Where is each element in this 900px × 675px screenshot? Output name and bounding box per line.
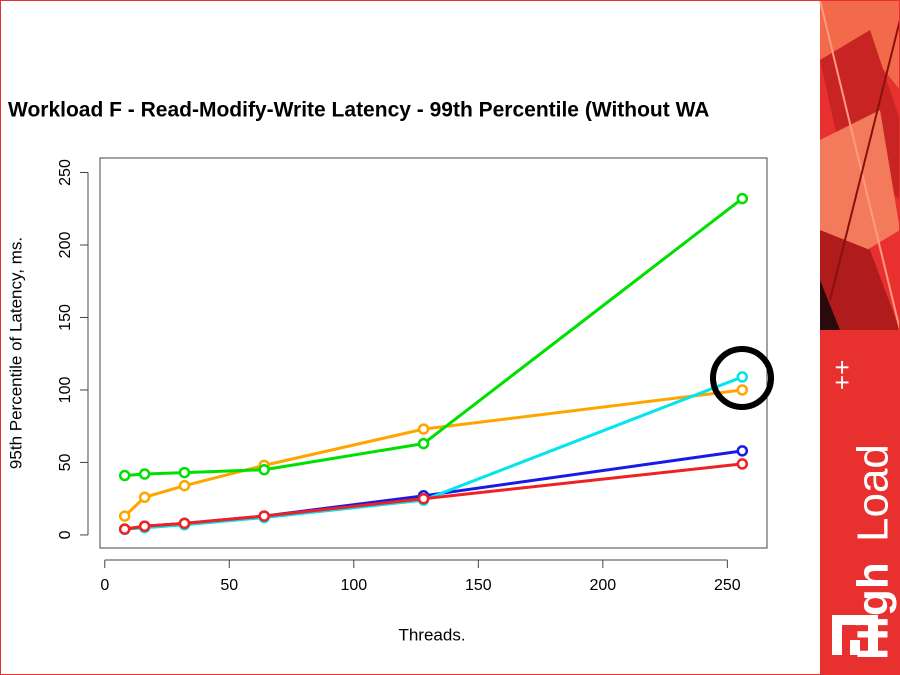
point	[118, 469, 131, 482]
logo-icon	[832, 615, 878, 655]
y-tick-label: 50	[57, 453, 74, 471]
chart-title: Workload F - Read-Modify-Write Latency -…	[8, 99, 709, 122]
point	[417, 423, 430, 435]
point	[258, 510, 270, 522]
point	[736, 458, 749, 470]
plot: 0 50 100 150 200 250 0 50 100 150 200 250	[57, 157, 768, 594]
y-tick-label: 150	[57, 304, 74, 331]
point	[178, 517, 191, 530]
point	[138, 491, 151, 504]
point	[138, 520, 151, 533]
x-tick-label: 150	[465, 577, 492, 594]
point	[118, 510, 131, 522]
point	[138, 468, 151, 480]
logo-plus: ++	[827, 360, 857, 390]
y-tick-label: 200	[57, 232, 74, 259]
point	[178, 466, 191, 479]
point	[736, 192, 749, 205]
point	[118, 523, 131, 535]
point	[736, 445, 749, 457]
x-tick-label: 0	[100, 577, 109, 594]
point	[736, 384, 749, 396]
banner-line	[819, 0, 900, 331]
x-tick-label: 250	[714, 577, 741, 594]
logo-load: Load	[849, 444, 898, 542]
highlight-circle	[710, 346, 774, 410]
banner-shape	[820, 280, 840, 330]
y-tick-label: 0	[57, 530, 74, 539]
point	[417, 492, 430, 505]
y-tick-label: 100	[57, 377, 74, 404]
y-axis-label: 95th Percentile of Latency, ms.	[6, 237, 25, 469]
banner-line	[829, 19, 900, 301]
point	[178, 479, 191, 492]
y-tick-label: 250	[57, 159, 74, 186]
plot-frame	[99, 157, 768, 549]
banner-shape	[820, 0, 900, 90]
x-tick-label: 200	[589, 577, 616, 594]
point	[258, 463, 270, 476]
x-axis-label: Threads.	[398, 625, 465, 644]
point	[417, 437, 430, 450]
banner-shape	[820, 230, 900, 330]
brand-banner: High Load ++	[819, 0, 900, 675]
banner-shape	[820, 110, 900, 260]
x-tick-label: 50	[220, 577, 238, 594]
point	[736, 371, 749, 383]
x-tick-label: 100	[340, 577, 367, 594]
